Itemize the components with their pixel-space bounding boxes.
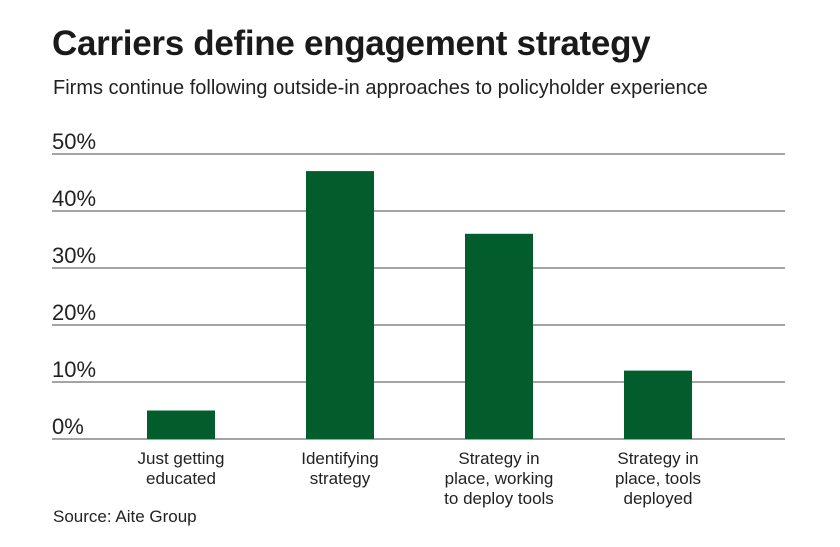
- source-note: Source: Aite Group: [53, 507, 197, 526]
- bar: [624, 370, 692, 439]
- bar: [465, 233, 533, 439]
- x-tick-label: Strategy in place, working to deploy tools: [444, 449, 554, 508]
- y-tick-label: 40%: [52, 186, 96, 211]
- bars: [147, 171, 692, 439]
- y-tick-label: 0%: [52, 414, 84, 439]
- y-tick-label: 30%: [52, 243, 96, 268]
- y-tick-label: 10%: [52, 357, 96, 382]
- x-tick-label: Just getting educated: [138, 449, 225, 488]
- y-axis-ticks: 0% 10% 20% 30% 40% 50%: [52, 129, 96, 439]
- bar: [306, 171, 374, 439]
- y-tick-label: 20%: [52, 300, 96, 325]
- bar: [147, 410, 215, 439]
- x-tick-label: Strategy in place, tools deployed: [615, 449, 701, 508]
- x-tick-label: Identifying strategy: [301, 449, 379, 488]
- x-axis-labels: Just getting educated Identifying strategy S…: [138, 449, 701, 508]
- chart-subtitle: Firms continue following outside-in appr…: [53, 77, 708, 99]
- chart-title: Carriers define engagement strategy: [52, 24, 651, 63]
- y-tick-label: 50%: [52, 129, 96, 154]
